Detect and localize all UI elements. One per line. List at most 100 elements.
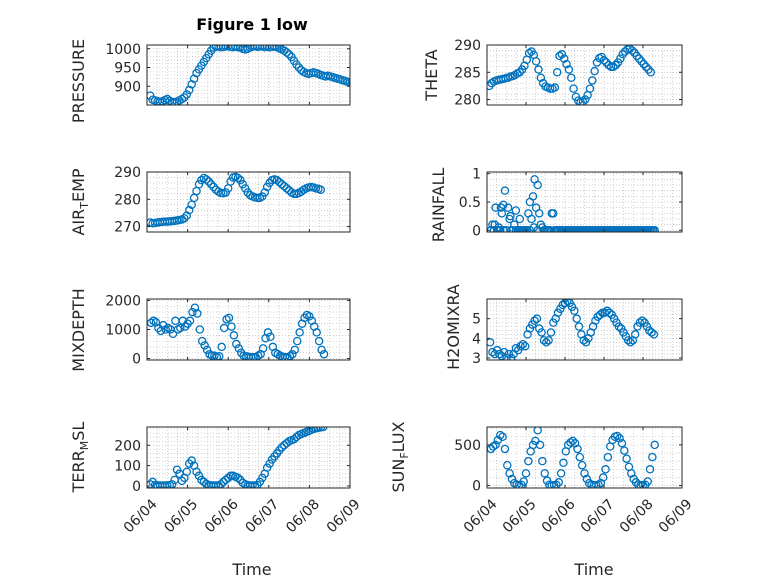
h2omixra-data-point bbox=[605, 308, 614, 318]
theta-data-point bbox=[627, 46, 637, 55]
theta-data-point bbox=[634, 54, 644, 63]
theta-data-point bbox=[637, 57, 646, 66]
sun-flux-data-point bbox=[568, 436, 578, 446]
sun-flux-x-label: Time bbox=[573, 560, 613, 579]
h2omixra-data-point bbox=[637, 316, 647, 325]
terr-msl-data-point bbox=[277, 443, 287, 452]
h2omixra-data-point bbox=[647, 328, 656, 337]
sun-flux-data-point bbox=[542, 476, 552, 485]
air-temp-y-ticks: 270 280 290 bbox=[114, 165, 350, 236]
air-temp-data-point bbox=[282, 184, 291, 193]
sun-flux-y-tick-label: 500 bbox=[454, 438, 481, 454]
theta-data-point bbox=[555, 51, 564, 61]
h2omixra-data-point bbox=[532, 314, 542, 323]
sun-flux-gridlines bbox=[487, 427, 682, 488]
air-temp-data-point bbox=[221, 188, 231, 197]
mixdepth-data-point bbox=[224, 313, 234, 323]
rainfall-data-point bbox=[533, 226, 542, 232]
sun-flux-data-point bbox=[554, 478, 564, 487]
rainfall-data-point bbox=[549, 209, 558, 218]
terr-msl-data-point bbox=[219, 477, 228, 487]
h2omixra-data-point bbox=[530, 316, 539, 325]
sun-flux-data-point bbox=[566, 438, 575, 447]
theta-data-point bbox=[510, 70, 520, 80]
rainfall-data-point bbox=[497, 209, 507, 218]
air-temp-y-tick-label: 280 bbox=[114, 192, 141, 208]
sun-flux-data-point bbox=[533, 427, 542, 435]
theta-data-point bbox=[632, 51, 642, 61]
h2omixra-data-point bbox=[595, 310, 605, 319]
air-temp-data-point bbox=[289, 189, 299, 199]
terr-msl-y-tick-label: 100 bbox=[114, 459, 141, 475]
mixdepth-data-point bbox=[234, 344, 244, 353]
pressure-y-tick-label: 900 bbox=[114, 79, 141, 95]
theta-data-point bbox=[552, 68, 562, 77]
sun-flux-data-point bbox=[519, 477, 528, 486]
mixdepth-y-ticks: 0 1000 2000 bbox=[105, 293, 350, 368]
theta-data-point bbox=[588, 76, 597, 85]
air-temp-data-point bbox=[226, 177, 235, 186]
rainfall-data-point bbox=[499, 200, 508, 210]
theta-y-label: THETA bbox=[422, 49, 441, 101]
h2omixra-y-tick-label: 4 bbox=[472, 331, 481, 347]
sun-flux-data-point bbox=[507, 474, 517, 484]
air-temp-data-point bbox=[275, 177, 284, 187]
theta-data-point bbox=[585, 84, 595, 93]
theta-data-point bbox=[618, 50, 627, 59]
air-temp-data-point bbox=[260, 188, 269, 197]
sun-flux-data-point bbox=[650, 440, 659, 450]
air-temp-y-label-main: AIR bbox=[69, 209, 88, 236]
h2omixra-data-point bbox=[563, 299, 572, 306]
air-temp-data-point bbox=[236, 175, 245, 185]
mixdepth-data-point bbox=[197, 336, 207, 346]
sun-flux-data-point bbox=[622, 454, 631, 463]
terr-msl-data-point bbox=[314, 427, 323, 433]
sun-flux-y-label-main: SUN bbox=[389, 459, 408, 493]
mixdepth-data-point bbox=[312, 328, 321, 337]
sun-flux-data-point bbox=[498, 432, 507, 442]
sun-flux-data-point bbox=[615, 434, 624, 443]
air-temp-axes-box bbox=[146, 171, 351, 233]
theta-data-point bbox=[611, 60, 620, 70]
h2omixra-data-point bbox=[570, 306, 579, 316]
rainfall-data-point bbox=[515, 214, 525, 224]
theta-data-point bbox=[534, 65, 543, 74]
theta-data-point bbox=[578, 97, 588, 105]
mixdepth-x-ticks bbox=[146, 299, 351, 360]
theta-data-point bbox=[569, 84, 578, 93]
rainfall-gridlines bbox=[487, 172, 682, 232]
theta-data-point bbox=[602, 58, 611, 67]
rainfall-data-point bbox=[527, 214, 536, 224]
air-temp-markers bbox=[147, 172, 326, 228]
air-temp-data-point bbox=[272, 175, 282, 185]
air-temp-y-label: AIRTEMP bbox=[69, 168, 91, 235]
rainfall-x-ticks bbox=[486, 172, 683, 232]
pressure-axes-box bbox=[146, 44, 351, 106]
terr-msl-y-label-sub: M bbox=[78, 441, 91, 451]
mixdepth-data-point bbox=[232, 339, 241, 349]
h2omixra-y-tick-label: 5 bbox=[472, 312, 481, 328]
sun-flux-y-label-sub: F bbox=[398, 452, 411, 458]
mixdepth-data-point bbox=[295, 328, 304, 337]
rainfall-data-point bbox=[511, 206, 521, 215]
terr-msl-y-label: TERRMSL bbox=[69, 422, 91, 494]
mixdepth-y-label-main: MIXDEPTH bbox=[69, 288, 88, 371]
pressure-y-label-main: PRESSURE bbox=[69, 39, 88, 123]
sun-flux-data-point bbox=[547, 480, 556, 488]
rainfall-markers bbox=[487, 175, 659, 232]
sun-flux-data-point bbox=[620, 446, 629, 455]
h2omixra-data-point bbox=[539, 336, 549, 345]
sun-flux-data-point bbox=[613, 431, 622, 441]
subplot-theta: 280 285 290 THETA bbox=[422, 38, 683, 109]
rainfall-data-point bbox=[543, 226, 552, 232]
mixdepth-data-point bbox=[200, 341, 209, 350]
mixdepth-data-point bbox=[195, 325, 205, 334]
mixdepth-data-point bbox=[188, 307, 197, 317]
air-temp-y-label-sub: T bbox=[78, 202, 91, 210]
h2omixra-data-point bbox=[635, 318, 645, 327]
h2omixra-data-point bbox=[537, 328, 546, 337]
h2omixra-data-point bbox=[626, 338, 635, 347]
h2omixra-data-point bbox=[546, 328, 556, 337]
subplot-pressure: 900 950 1000 Figure 1 low PRESSURE bbox=[69, 15, 351, 123]
